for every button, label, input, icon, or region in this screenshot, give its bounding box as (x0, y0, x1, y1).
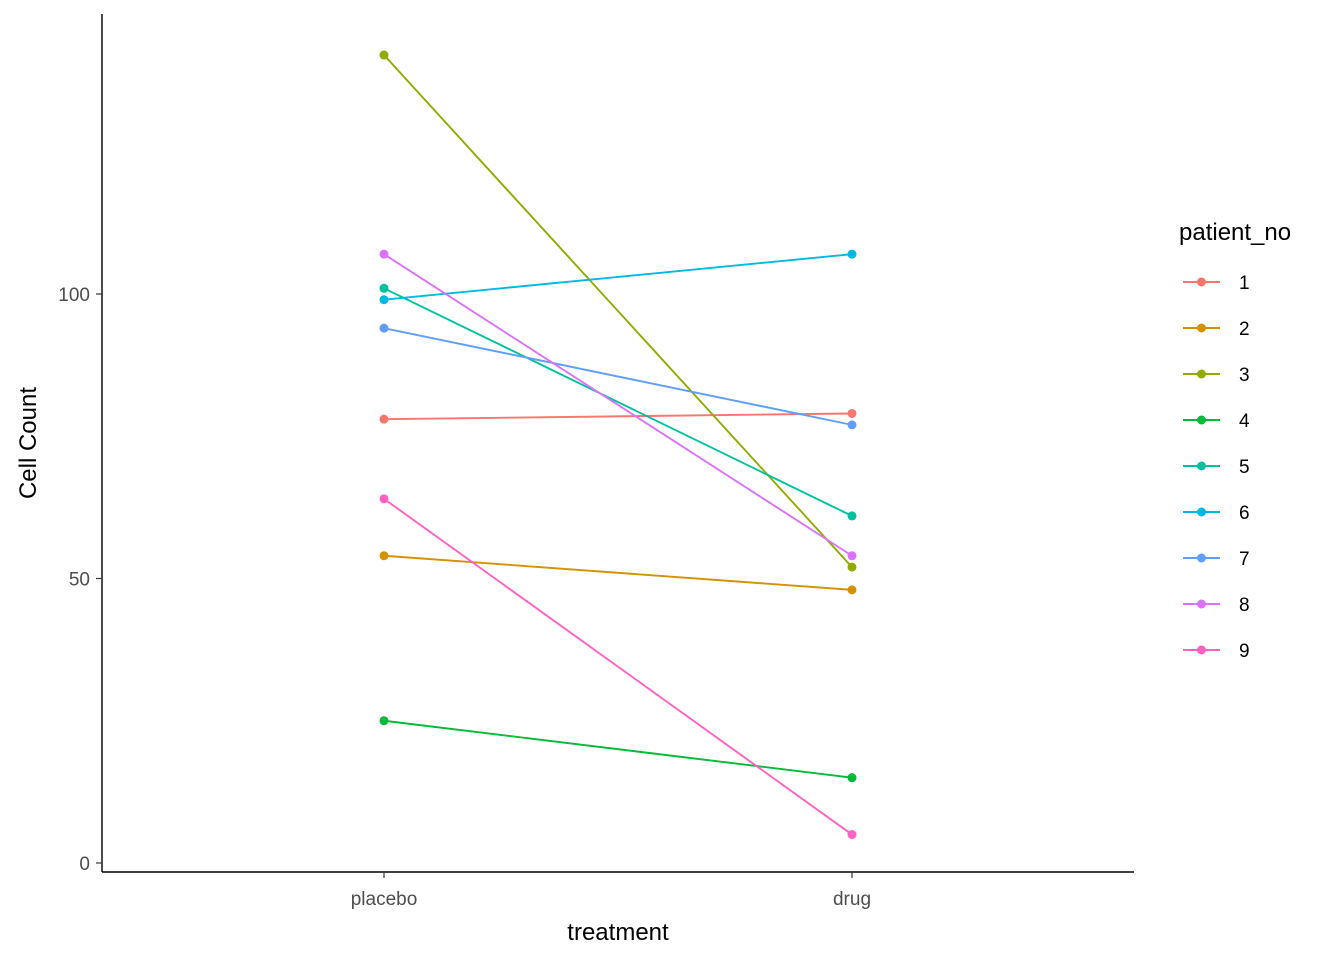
data-point (379, 283, 389, 293)
data-point (847, 551, 857, 561)
series-7 (379, 323, 857, 430)
series-line (383, 719, 853, 779)
data-point (379, 249, 389, 259)
series-line (383, 54, 853, 568)
series-9 (379, 494, 857, 840)
data-point (379, 323, 389, 333)
data-point (847, 562, 857, 572)
legend-item-8: 8 (1183, 595, 1250, 616)
y-tick-label: 50 (69, 570, 90, 591)
data-point (379, 551, 389, 561)
legend-label: 5 (1239, 457, 1250, 478)
data-point (379, 50, 389, 60)
legend-key-point (1197, 277, 1206, 287)
y-axis-title: Cell Count (15, 387, 42, 499)
x-tick-label: placebo (351, 889, 418, 910)
legend-key-point (1197, 323, 1206, 333)
legend: patient_no 1 2 3 4 5 6 7 8 9 (1179, 219, 1291, 662)
axes (101, 14, 1134, 873)
data-point (847, 249, 857, 259)
legend-item-6: 6 (1183, 503, 1250, 524)
legend-key-point (1197, 415, 1206, 425)
series-line (383, 253, 853, 557)
legend-label: 1 (1239, 273, 1250, 294)
series-line (383, 498, 853, 836)
y-tick-label: 0 (79, 854, 90, 875)
y-tick-label: 100 (58, 285, 90, 306)
series-3 (379, 50, 857, 572)
series-8 (379, 249, 857, 561)
legend-key-point (1197, 645, 1206, 655)
legend-item-2: 2 (1183, 319, 1250, 340)
data-point (847, 408, 857, 418)
legend-item-4: 4 (1183, 411, 1250, 432)
series-line (383, 327, 853, 426)
data-point (379, 295, 389, 305)
legend-label: 9 (1239, 641, 1250, 662)
series-line (383, 554, 853, 591)
legend-label: 3 (1239, 365, 1250, 386)
legend-key-point (1197, 599, 1206, 609)
data-point (847, 773, 857, 783)
legend-label: 6 (1239, 503, 1250, 524)
legend-item-1: 1 (1183, 273, 1250, 294)
legend-label: 2 (1239, 319, 1250, 340)
legend-item-9: 9 (1183, 641, 1250, 662)
plot-area (379, 50, 857, 840)
legend-key-point (1197, 507, 1206, 517)
x-tick-label: drug (833, 889, 871, 910)
data-point (847, 585, 857, 595)
axis-ticks: 0 50 100 placebo drug (58, 285, 871, 910)
series-line (383, 287, 853, 517)
legend-key-point (1197, 461, 1206, 471)
legend-item-3: 3 (1183, 365, 1250, 386)
legend-key-point (1197, 369, 1206, 379)
legend-title: patient_no (1179, 219, 1291, 246)
series-5 (379, 283, 857, 521)
data-point (379, 716, 389, 726)
series-line (383, 253, 853, 301)
legend-key-point (1197, 553, 1206, 563)
legend-label: 4 (1239, 411, 1250, 432)
data-point (847, 420, 857, 430)
series-line (383, 412, 853, 421)
data-point (379, 414, 389, 424)
data-point (847, 511, 857, 521)
series-6 (379, 249, 857, 305)
legend-label: 7 (1239, 549, 1250, 570)
legend-item-5: 5 (1183, 457, 1250, 478)
x-axis-title: treatment (567, 919, 669, 946)
series-1 (379, 408, 857, 424)
legend-label: 8 (1239, 595, 1250, 616)
series-2 (379, 551, 857, 595)
data-point (379, 494, 389, 504)
legend-item-7: 7 (1183, 549, 1250, 570)
data-point (847, 830, 857, 840)
series-4 (379, 716, 857, 783)
